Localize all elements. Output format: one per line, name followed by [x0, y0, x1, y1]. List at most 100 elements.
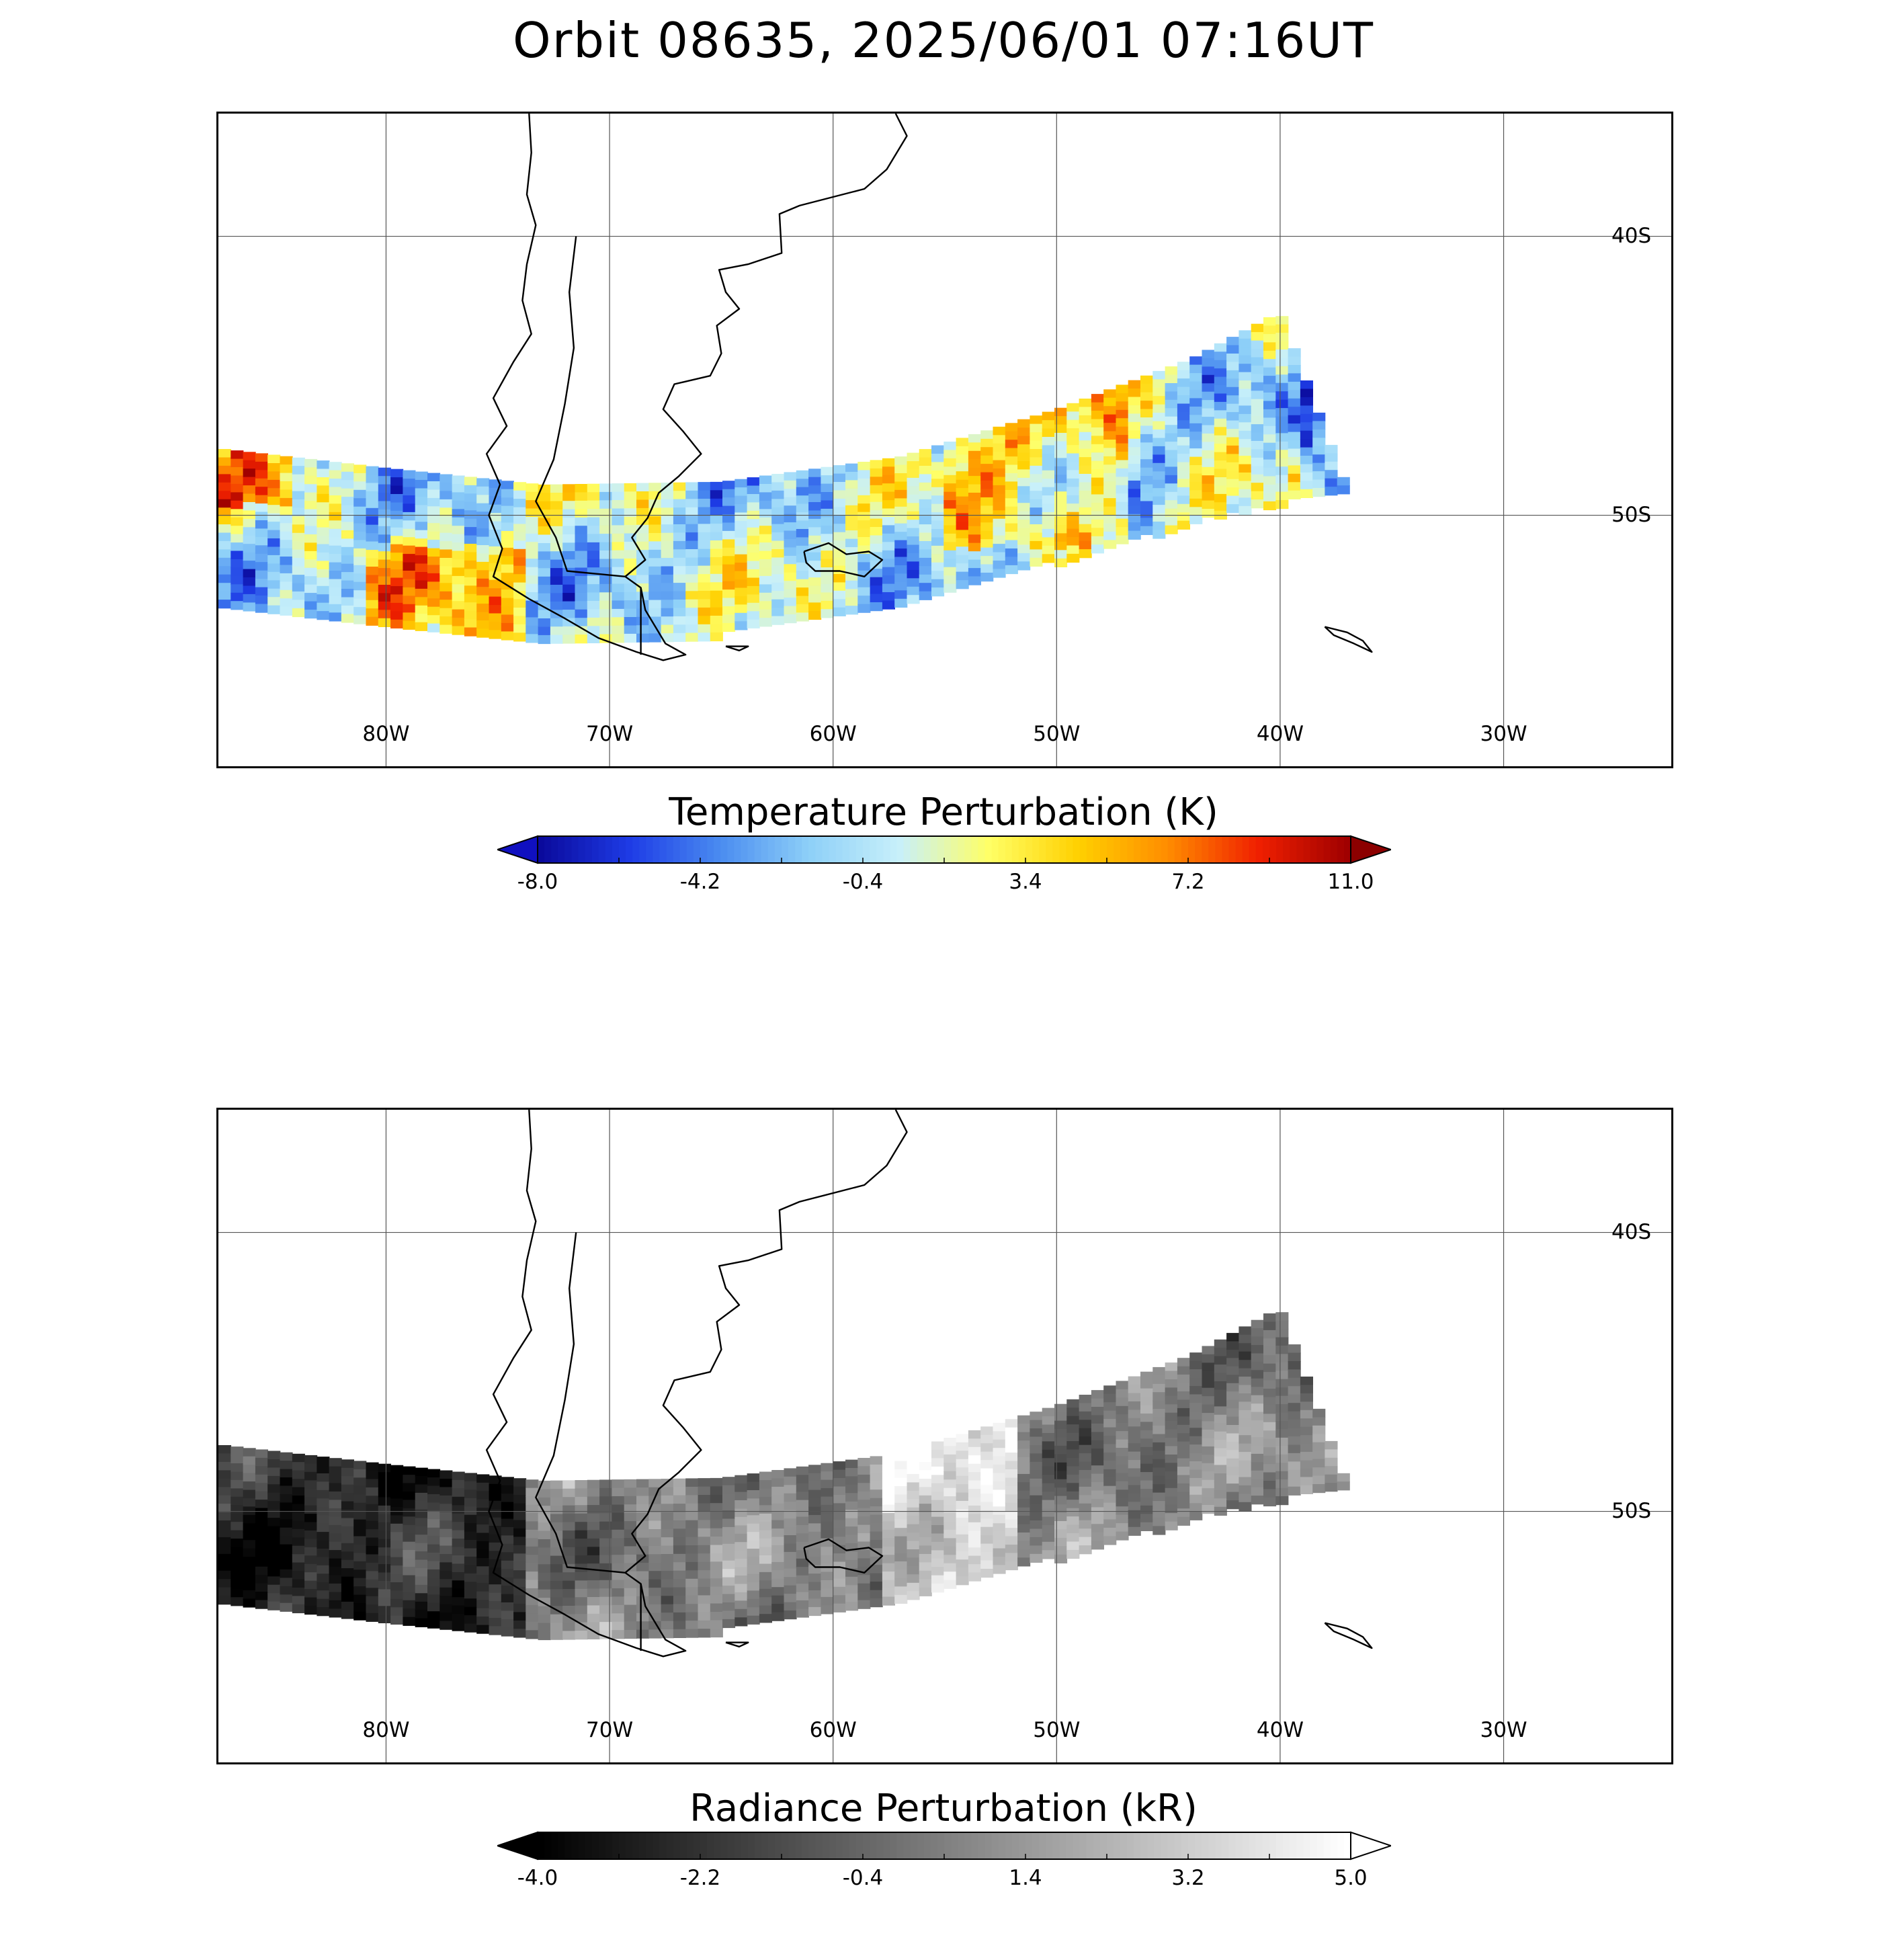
swath-cell — [1066, 503, 1080, 513]
swath-cell — [292, 1487, 305, 1496]
swath-cell — [1030, 1512, 1043, 1521]
swath-cell — [1116, 1498, 1129, 1507]
swath-cell — [1165, 1504, 1178, 1514]
swath-cell — [1275, 1404, 1289, 1414]
swath-cell — [698, 632, 711, 642]
swath-cell — [1214, 477, 1227, 487]
swath-cell — [427, 565, 441, 574]
swath-cell — [230, 1496, 244, 1506]
swath-cell — [673, 499, 686, 508]
swath-cell — [353, 523, 367, 532]
swath-cell — [1226, 1399, 1240, 1409]
swath-cell — [526, 567, 539, 576]
swath-cell — [562, 626, 576, 636]
swath-cell — [1005, 1528, 1018, 1537]
swath-cell — [1239, 338, 1252, 348]
swath-cell — [821, 492, 834, 501]
swath-cell — [710, 1477, 723, 1487]
colorbar-segment — [1310, 1832, 1318, 1859]
swath-cell — [280, 1461, 293, 1470]
swath-cell — [587, 526, 600, 535]
swath-cell — [267, 1509, 281, 1518]
swath-cell — [575, 517, 588, 526]
swath-cell — [1300, 1418, 1313, 1428]
swath-cell — [919, 507, 932, 517]
swath-cell — [439, 1504, 453, 1513]
swath-cell — [1165, 383, 1178, 393]
swath-cell — [1152, 413, 1166, 422]
swath-cell — [1103, 481, 1117, 491]
swath-cell — [1042, 1424, 1055, 1434]
colorbar-segment — [1316, 1832, 1325, 1859]
swath-cell — [661, 1621, 674, 1630]
swath-cell — [230, 1446, 244, 1456]
swath-cell — [1202, 509, 1215, 518]
swath-cell — [575, 1539, 588, 1548]
swath-cell — [673, 482, 686, 491]
swath-cell — [1091, 1390, 1104, 1399]
swath-cell — [870, 493, 883, 503]
swath-cell — [1005, 423, 1018, 432]
swath-cell — [808, 1514, 822, 1524]
swath-cell — [304, 1463, 318, 1473]
swath-cell — [1042, 462, 1055, 471]
swath-cell — [747, 494, 760, 503]
swath-cell — [452, 509, 465, 518]
swath-cell — [1165, 483, 1178, 493]
swath-cell — [599, 1588, 613, 1598]
swath-cell — [1214, 393, 1227, 403]
swath-cell — [1165, 1404, 1178, 1414]
swath-cell — [1103, 423, 1117, 432]
swath-cell — [1312, 429, 1326, 438]
swath-cell — [587, 609, 600, 618]
swath-cell — [427, 606, 441, 616]
swath-cell — [562, 593, 576, 602]
swath-cell — [857, 1533, 871, 1543]
swath-cell — [1226, 1391, 1240, 1401]
swath-cell — [759, 1614, 772, 1623]
swath-cell — [1030, 1478, 1043, 1487]
swath-cell — [575, 1571, 588, 1582]
swath-cell — [771, 1470, 785, 1479]
swath-cell — [439, 1512, 453, 1521]
swath-cell — [759, 1605, 772, 1615]
colorbar-segment — [734, 836, 742, 863]
swath-cell — [550, 1505, 563, 1515]
swath-cell — [427, 1586, 441, 1595]
swath-cell — [894, 573, 908, 583]
swath-cell — [230, 467, 244, 477]
swath-cell — [366, 616, 379, 626]
swath-cell — [1165, 391, 1178, 401]
swath-cell — [673, 1621, 686, 1630]
swath-cell — [1312, 1475, 1326, 1485]
swath-cell — [1165, 399, 1178, 409]
swath-cell — [784, 514, 797, 523]
swath-cell — [1091, 1473, 1104, 1483]
swath-cell — [1042, 1492, 1055, 1501]
swath-cell — [550, 1597, 563, 1607]
swath-cell — [1066, 1407, 1080, 1417]
swath-cell — [1054, 1537, 1068, 1547]
swath-cell — [267, 1601, 281, 1610]
colorbar-segment — [1188, 836, 1196, 863]
swath-cell — [1165, 366, 1178, 376]
swath-cell — [1079, 1470, 1092, 1479]
swath-cell — [1140, 450, 1154, 460]
swath-cell — [317, 493, 330, 503]
swath-cell — [808, 1582, 822, 1591]
swath-cell — [1177, 1383, 1190, 1392]
swath-cell — [907, 1582, 920, 1592]
swath-cell — [1140, 1438, 1154, 1448]
swath-cell — [476, 1625, 490, 1634]
colorbar-segment — [1052, 1832, 1060, 1859]
swath-cell — [1300, 1452, 1313, 1461]
swath-cell — [1066, 495, 1080, 504]
swath-cell — [267, 1584, 281, 1594]
swath-cell — [526, 517, 539, 526]
swath-cell — [1214, 444, 1227, 453]
swath-cell — [1042, 411, 1055, 421]
swath-cell — [452, 626, 465, 635]
swath-cell — [968, 459, 981, 468]
swath-cell — [415, 597, 428, 606]
swath-cell — [919, 1470, 932, 1479]
